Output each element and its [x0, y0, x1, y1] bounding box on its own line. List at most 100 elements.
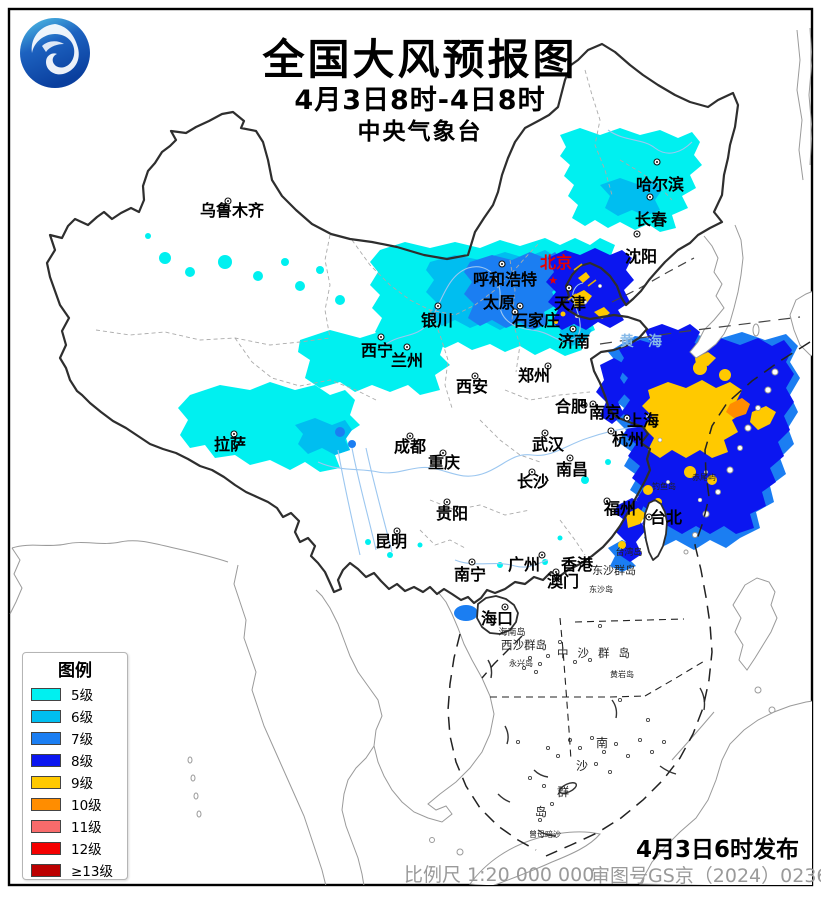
boundary-dashes	[447, 257, 811, 857]
label-dongsha-islands: 东沙群岛	[592, 563, 636, 577]
label-taiwan-island: 台湾岛	[615, 546, 642, 558]
city-kunming: 昆明	[375, 532, 407, 551]
patches-level10	[726, 398, 750, 418]
legend-swatch	[31, 687, 61, 701]
svg-text:岛: 岛	[535, 804, 547, 819]
city-xian: 西安	[456, 377, 488, 396]
city-guangzhou: 广州	[508, 555, 540, 574]
sumatra-coast	[469, 831, 601, 885]
legend-swatch	[31, 731, 61, 745]
malay-peninsula	[341, 745, 375, 885]
ryukyu-islands	[683, 368, 779, 555]
city-zhengzhou: 郑州	[518, 366, 550, 385]
legend-item-9: 9级	[23, 771, 127, 793]
city-changchun: 长春	[635, 210, 668, 229]
city-shijiazhuang: 石家庄	[511, 311, 560, 330]
city-haikou: 海口	[481, 609, 513, 628]
label-hainan-island: 海南岛	[498, 626, 525, 638]
legend-title: 图例	[58, 661, 92, 681]
legend-item-6: 6级	[23, 705, 127, 727]
label-yongxing-dao: 永兴岛	[509, 658, 533, 668]
bengal-coast	[11, 540, 229, 563]
sea-label-yellow-sea: 黄海	[620, 333, 676, 350]
tsushima-island	[752, 323, 760, 337]
legend-swatch	[31, 753, 61, 767]
foreign-coastlines	[9, 27, 812, 885]
city-lanzhou: 兰州	[391, 351, 423, 370]
label-huangyan-dao: 黄岩岛	[610, 669, 634, 679]
label-dongsha-dao: 东沙岛	[589, 584, 613, 594]
city-beijing: 北京	[540, 253, 572, 272]
beijing-capital-star: ★	[548, 274, 558, 287]
city-jinan: 济南	[558, 332, 590, 351]
legend-item-10: 10级	[23, 793, 127, 815]
city-wuhan: 武汉	[532, 435, 565, 454]
city-guiyang: 贵阳	[436, 504, 468, 523]
legend-swatch	[31, 775, 61, 789]
myanmar-coast	[233, 564, 327, 885]
legend-item-8: 8级	[23, 749, 127, 771]
city-hohhot: 呼和浩特	[473, 270, 537, 289]
agency-name: 中央气象台	[357, 119, 483, 145]
city-nanjing: 南京	[589, 403, 621, 422]
reef-marks	[487, 659, 706, 837]
city-lhasa: 拉萨	[214, 435, 246, 454]
label-zhongsha-islands: 中沙群岛	[557, 646, 639, 660]
label-zengmu-ansha: 曾母暗沙	[529, 829, 561, 839]
legend-swatch	[31, 863, 61, 877]
bohai-wind-marks	[567, 263, 597, 301]
city-shenyang: 沈阳	[625, 247, 657, 266]
japan-coast	[789, 291, 812, 357]
city-chongqing: 重庆	[428, 453, 460, 472]
city-urumqi: 乌鲁木齐	[200, 201, 265, 220]
city-shanghai: 上海	[627, 411, 659, 430]
legend-box: 图例 5级 6级 7级 8级 9级 10级 11级 12级 ≥13级	[22, 652, 128, 880]
city-nanning: 南宁	[454, 565, 486, 584]
label-chiwei-yu: 赤尾屿	[692, 473, 716, 482]
luzon-coast	[732, 577, 778, 671]
city-taiyuan: 太原	[482, 293, 515, 312]
patches-level9	[554, 272, 776, 549]
city-harbin: 哈尔滨	[636, 175, 684, 194]
forecast-period: 4月3日8时-4日8时	[294, 85, 546, 116]
svg-text:群: 群	[557, 785, 569, 799]
legend-swatch	[31, 709, 61, 723]
city-hefei: 合肥	[555, 397, 587, 416]
korea-coast	[689, 224, 744, 359]
legend-swatch	[31, 797, 61, 811]
city-yinchuan: 银川	[421, 311, 453, 330]
borneo-coast	[639, 700, 812, 885]
scale-label: 比例尺 1:20 000 000	[404, 864, 595, 886]
rivers	[317, 129, 693, 568]
legend-swatch	[31, 841, 61, 855]
legend-item-13plus: ≥13级	[23, 859, 127, 881]
city-tianjin: 天津	[554, 294, 586, 313]
label-nansha-islands: 南 沙 群 岛	[535, 735, 608, 819]
logo-swirl	[31, 24, 79, 75]
label-diaoyu-dao: 钓鱼岛	[652, 481, 676, 491]
issue-time: 4月3日6时发布	[636, 837, 800, 863]
city-hongkong: 香港	[560, 555, 594, 574]
legend-item-5: 5级	[23, 683, 127, 705]
legend-item-11: 11级	[23, 815, 127, 837]
svg-text:南: 南	[596, 735, 608, 750]
page-title: 全国大风预报图	[262, 35, 578, 84]
city-nanchang: 南昌	[556, 460, 588, 479]
city-macau: 澳门	[547, 572, 579, 591]
city-changsha: 长沙	[517, 472, 549, 491]
palawan-chain	[671, 711, 715, 761]
province-borders	[95, 69, 673, 556]
legend-swatch	[31, 819, 61, 833]
city-chengdu: 成都	[394, 437, 426, 456]
city-hangzhou: 杭州	[612, 430, 644, 449]
city-xining: 西宁	[361, 341, 393, 360]
far-east-coast	[796, 29, 804, 181]
legend-item-7: 7级	[23, 727, 127, 749]
svg-text:沙: 沙	[576, 759, 588, 773]
city-fuzhou: 福州	[603, 499, 636, 518]
label-xisha-islands: 西沙群岛	[501, 638, 547, 652]
map-approval-number: 审图号GS京（2024）0236号	[591, 865, 821, 887]
cma-logo	[20, 18, 90, 88]
